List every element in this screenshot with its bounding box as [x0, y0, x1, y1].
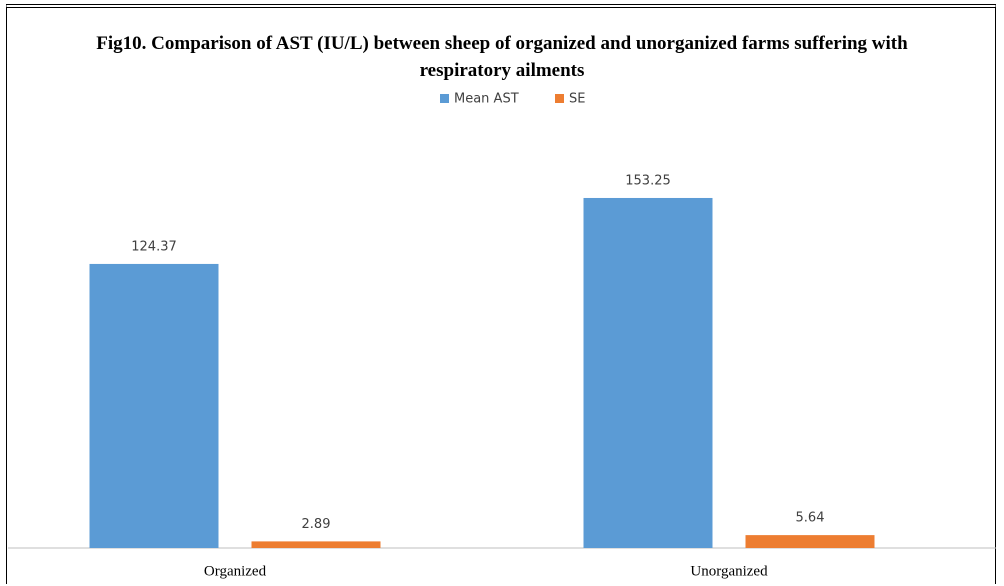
legend-label: SE	[569, 92, 585, 107]
chart-title: Fig10. Comparison of AST (IU/L) between …	[96, 33, 908, 81]
bar	[89, 263, 219, 548]
bar	[745, 535, 875, 548]
frame	[6, 4, 996, 584]
data-label: 153.25	[625, 173, 671, 188]
data-label: 2.89	[302, 517, 331, 532]
legend-swatch	[440, 94, 449, 103]
data-label: 5.64	[796, 511, 825, 526]
data-label: 124.37	[131, 239, 177, 254]
bar	[583, 197, 713, 549]
bar	[251, 541, 381, 548]
x-tick-label: Organized	[204, 563, 267, 579]
legend-label: Mean AST	[454, 92, 519, 107]
legend-swatch	[555, 94, 564, 103]
x-tick-label: Unorganized	[690, 563, 768, 579]
